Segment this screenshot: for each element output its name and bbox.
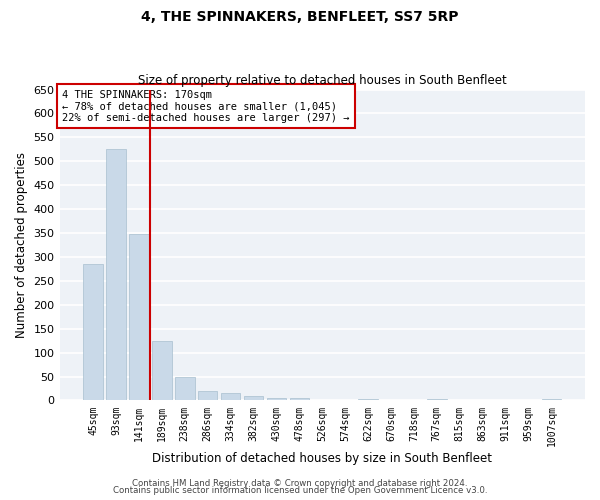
Bar (290, 398, 309, 400)
Bar (198, 391, 217, 400)
Text: Contains public sector information licensed under the Open Government Licence v3: Contains public sector information licen… (113, 486, 487, 495)
Text: Contains HM Land Registry data © Crown copyright and database right 2024.: Contains HM Land Registry data © Crown c… (132, 478, 468, 488)
Bar (106, 150, 126, 400)
Bar (83, 264, 103, 400)
Title: Size of property relative to detached houses in South Benfleet: Size of property relative to detached ho… (138, 74, 506, 87)
Bar (175, 378, 194, 400)
Text: 4, THE SPINNAKERS, BENFLEET, SS7 5RP: 4, THE SPINNAKERS, BENFLEET, SS7 5RP (141, 10, 459, 24)
Bar (152, 340, 172, 400)
X-axis label: Distribution of detached houses by size in South Benfleet: Distribution of detached houses by size … (152, 452, 492, 465)
Bar (244, 396, 263, 400)
Y-axis label: Number of detached properties: Number of detached properties (15, 152, 28, 338)
Bar (427, 399, 446, 400)
Bar (358, 399, 378, 400)
Bar (542, 399, 561, 400)
Bar (129, 234, 149, 400)
Text: 4 THE SPINNAKERS: 170sqm
← 78% of detached houses are smaller (1,045)
22% of sem: 4 THE SPINNAKERS: 170sqm ← 78% of detach… (62, 90, 350, 123)
Bar (221, 394, 241, 400)
Bar (267, 398, 286, 400)
